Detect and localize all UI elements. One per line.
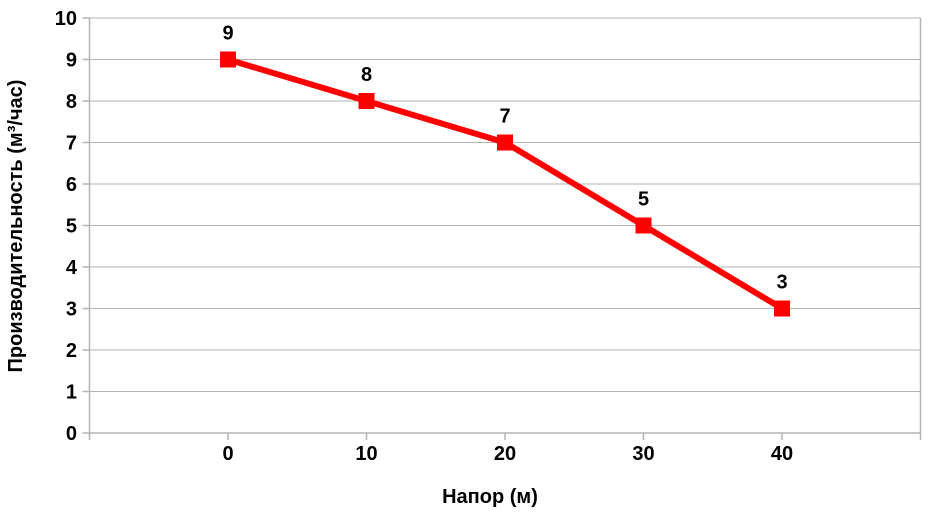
labels-layer: 0 1 2 3 4 5 6 7 8 9 10 0 10 20 30 40 9 8 7 5 3 [55, 8, 793, 465]
x-axis-title: Напор (м) [442, 486, 538, 508]
x-tick-label: 30 [632, 443, 654, 465]
y-tick-label: 1 [66, 382, 77, 404]
data-point-label: 3 [776, 272, 787, 294]
data-point-marker [635, 217, 652, 234]
y-tick-label: 7 [66, 133, 77, 155]
axes-layer [82, 17, 922, 440]
y-tick-label: 6 [66, 174, 77, 196]
y-tick-label: 5 [66, 216, 77, 238]
y-axis-title: Производительность (м³/час) [5, 80, 27, 373]
x-tick-label: 40 [771, 443, 793, 465]
y-tick-label: 10 [55, 8, 77, 30]
data-point-label: 9 [222, 23, 233, 45]
x-tick-label: 20 [494, 443, 516, 465]
data-point-marker [220, 51, 236, 68]
data-point-label: 7 [499, 106, 510, 128]
y-tick-label: 8 [66, 91, 77, 113]
series-layer [220, 51, 790, 317]
data-point-marker [497, 134, 513, 151]
x-tick-label: 10 [355, 443, 377, 465]
data-point-label: 5 [638, 189, 649, 211]
data-point-label: 8 [361, 64, 372, 86]
y-tick-label: 4 [66, 257, 78, 279]
data-point-marker [774, 300, 790, 317]
y-tick-label: 0 [66, 423, 77, 445]
y-tick-label: 3 [66, 299, 77, 321]
gridlines-layer [89, 17, 921, 434]
data-point-marker [358, 93, 375, 109]
x-tick-label: 0 [222, 443, 233, 465]
y-tick-label: 9 [66, 50, 77, 72]
y-tick-label: 2 [66, 340, 77, 362]
